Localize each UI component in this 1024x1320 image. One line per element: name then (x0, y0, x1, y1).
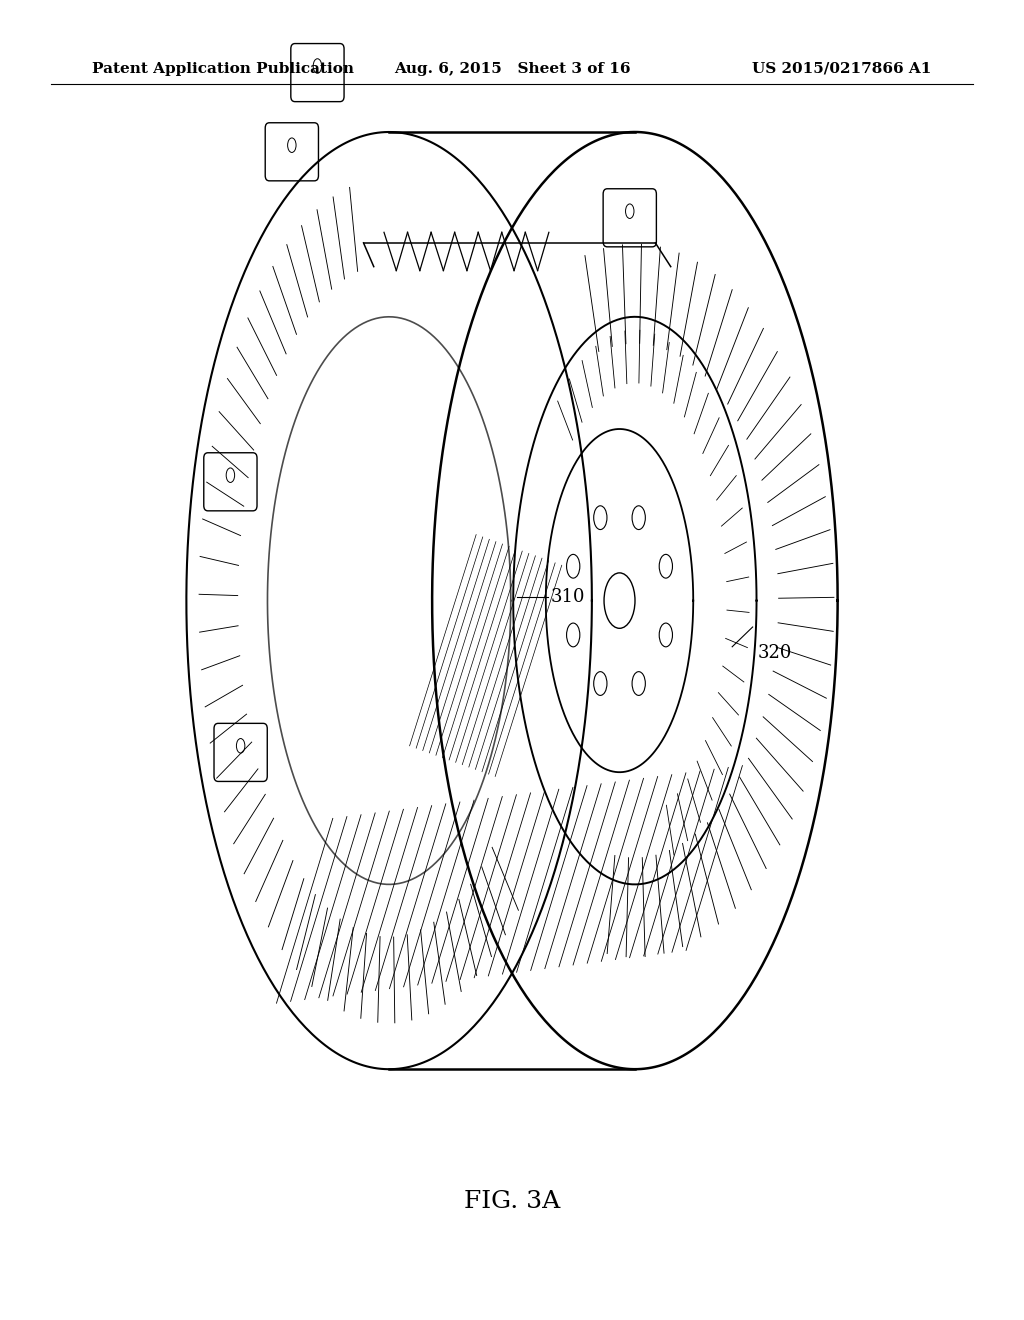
Text: FIG. 3A: FIG. 3A (464, 1189, 560, 1213)
Text: 310: 310 (551, 587, 586, 606)
Text: Patent Application Publication: Patent Application Publication (92, 62, 354, 75)
Text: Aug. 6, 2015   Sheet 3 of 16: Aug. 6, 2015 Sheet 3 of 16 (394, 62, 630, 75)
Text: US 2015/0217866 A1: US 2015/0217866 A1 (753, 62, 932, 75)
Text: 320: 320 (758, 644, 793, 663)
